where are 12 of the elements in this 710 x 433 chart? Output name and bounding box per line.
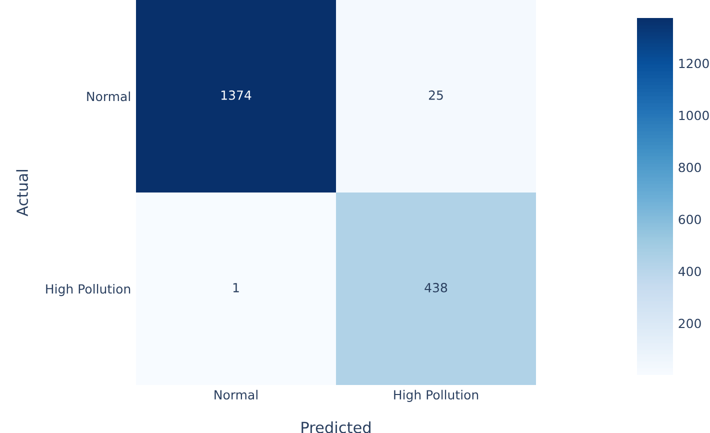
color-bar-label: 800	[678, 162, 701, 172]
x-axis-title: Predicted	[302, 421, 370, 433]
color-bar-label: 200	[678, 318, 701, 328]
y-axis-title: Actual	[16, 170, 28, 216]
data-label: 1374	[221, 90, 252, 100]
data-label: 438	[424, 282, 448, 292]
color-bar-label: 1200	[679, 58, 709, 68]
data-label: 25	[428, 90, 443, 100]
color-bar-label: 1000	[679, 110, 709, 120]
color-bar-label: 400	[678, 266, 701, 276]
color-bar-label: 600	[678, 214, 701, 224]
data-label: 1	[233, 283, 239, 292]
